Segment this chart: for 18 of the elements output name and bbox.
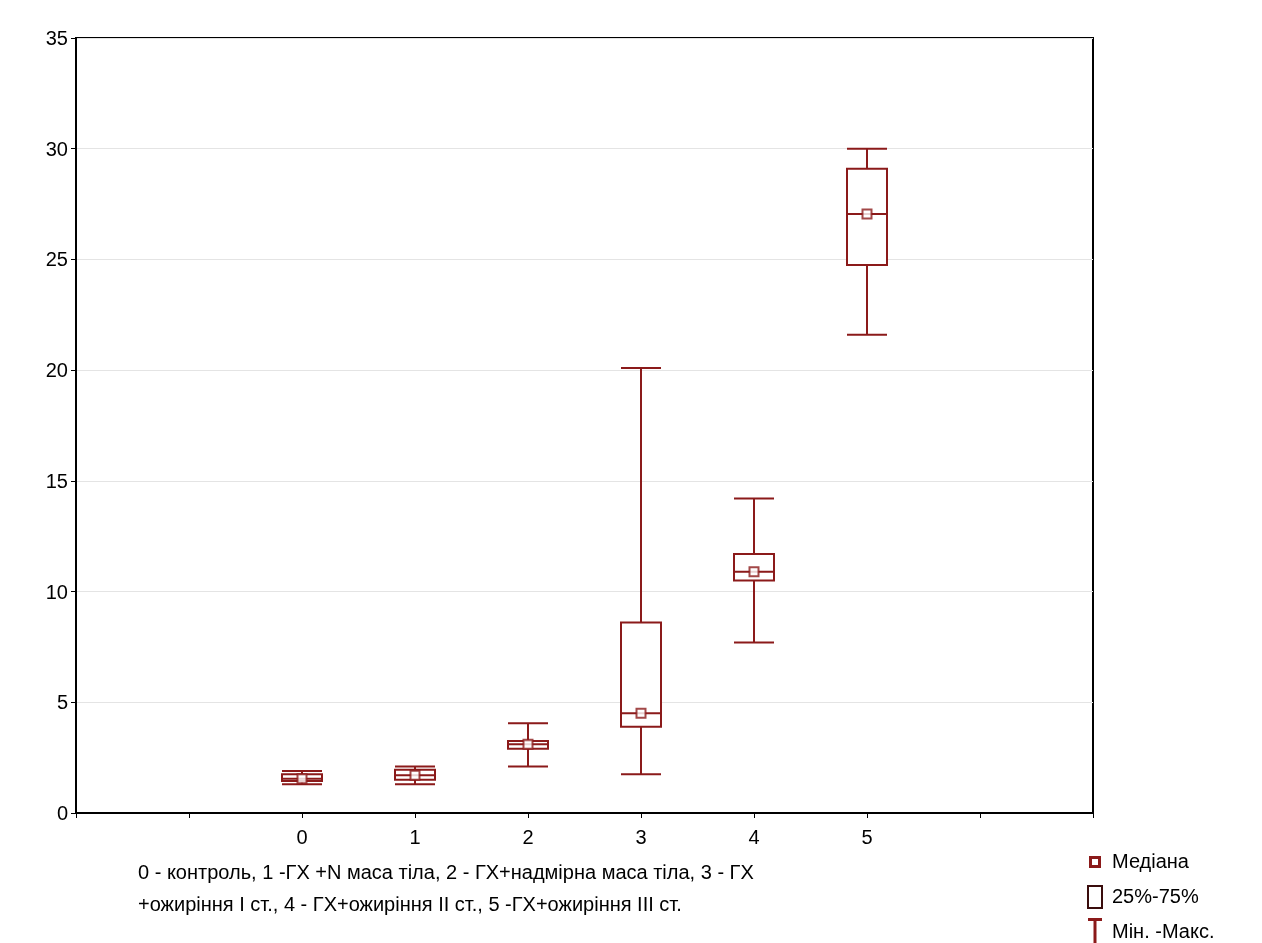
y-tick-label: 10 (45, 580, 68, 603)
y-tick-label: 35 (45, 27, 68, 49)
x-tick-label: 5 (861, 826, 873, 848)
x-tick-label: 2 (522, 826, 534, 848)
y-tick-label: 0 (56, 802, 68, 824)
y-tick-label: 20 (45, 359, 68, 382)
text: Медіана (1112, 850, 1189, 873)
x-tick-label: 3 (635, 826, 647, 848)
x-tick-label: 4 (748, 826, 760, 848)
x-tick-label: 1 (409, 826, 421, 848)
y-tick-label: 15 (45, 469, 68, 492)
y-tick-label: 25 (45, 248, 68, 271)
x-tick-label: 0 (296, 826, 308, 848)
y-tick-label: 30 (45, 137, 68, 160)
text: 25%-75% (1112, 885, 1199, 908)
x-axis-title: 0 - контроль, 1 -ГХ +N маса тіла, 2 - ГХ+надмірна маса тіла, 3 - ГХ +ожиріння I ст., 4 - ГХ+ожиріння II ст., 5 -ГХ+ожиріння III ст. (138, 861, 754, 915)
text: Мін. -Макс. (1112, 920, 1215, 943)
y-tick-label: 5 (56, 691, 68, 714)
